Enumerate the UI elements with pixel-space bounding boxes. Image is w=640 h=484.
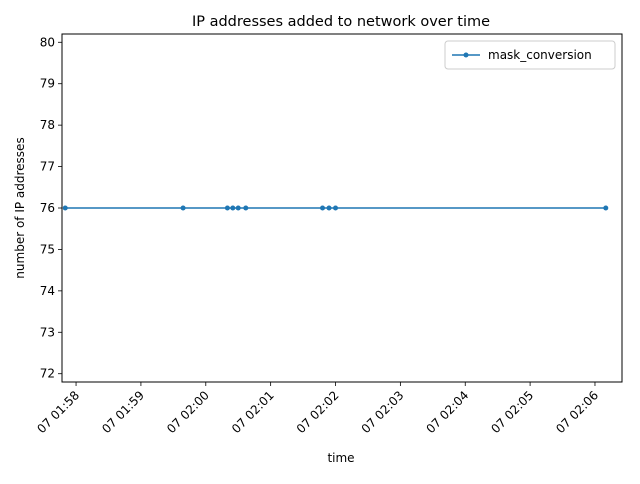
x-tick-label: 07 02:01	[229, 388, 277, 436]
data-point	[224, 205, 230, 211]
x-tick-label: 07 02:04	[424, 388, 472, 436]
data-point	[333, 205, 339, 211]
y-tick-label: 79	[40, 77, 55, 91]
y-tick-label: 80	[40, 35, 55, 49]
y-tick-label: 77	[40, 160, 55, 174]
x-axis-label: time	[327, 451, 354, 465]
x-tick-label: 07 01:58	[34, 388, 82, 436]
y-tick-label: 74	[40, 284, 55, 298]
data-point	[230, 205, 236, 211]
x-axis: 07 01:58 07 01:59 07 02:00 07 02:01 07 02:02…	[34, 382, 601, 436]
y-tick-label: 73	[40, 325, 55, 339]
data-point	[320, 205, 326, 211]
x-tick-label: 07 02:06	[553, 388, 601, 436]
x-tick-label: 07 02:00	[164, 388, 212, 436]
y-tick-label: 76	[40, 201, 55, 215]
data-point	[243, 205, 249, 211]
chart-title: IP addresses added to network over time	[192, 14, 490, 30]
legend-label: mask_conversion	[488, 48, 592, 62]
y-axis: 72 73 74 75 76 77 78 79 80	[40, 35, 62, 381]
x-tick-label: 07 02:05	[488, 388, 536, 436]
data-point	[235, 205, 241, 211]
data-point	[62, 205, 68, 211]
plot-area-frame	[61, 33, 623, 383]
x-tick-label: 07 02:02	[294, 388, 342, 436]
data-point	[180, 205, 186, 211]
y-axis-label: number of IP addresses	[13, 137, 27, 278]
legend-box	[444, 40, 616, 70]
legend: mask_conversion	[444, 40, 616, 70]
y-tick-label: 72	[40, 367, 55, 381]
y-tick-label: 78	[40, 118, 55, 132]
series-layer	[62, 205, 609, 211]
x-tick-label: 07 01:59	[99, 388, 147, 436]
data-point	[603, 205, 609, 211]
x-tick-label: 07 02:03	[359, 388, 407, 436]
data-point	[326, 205, 332, 211]
legend-swatch-marker	[463, 52, 469, 58]
y-tick-label: 75	[40, 242, 55, 256]
